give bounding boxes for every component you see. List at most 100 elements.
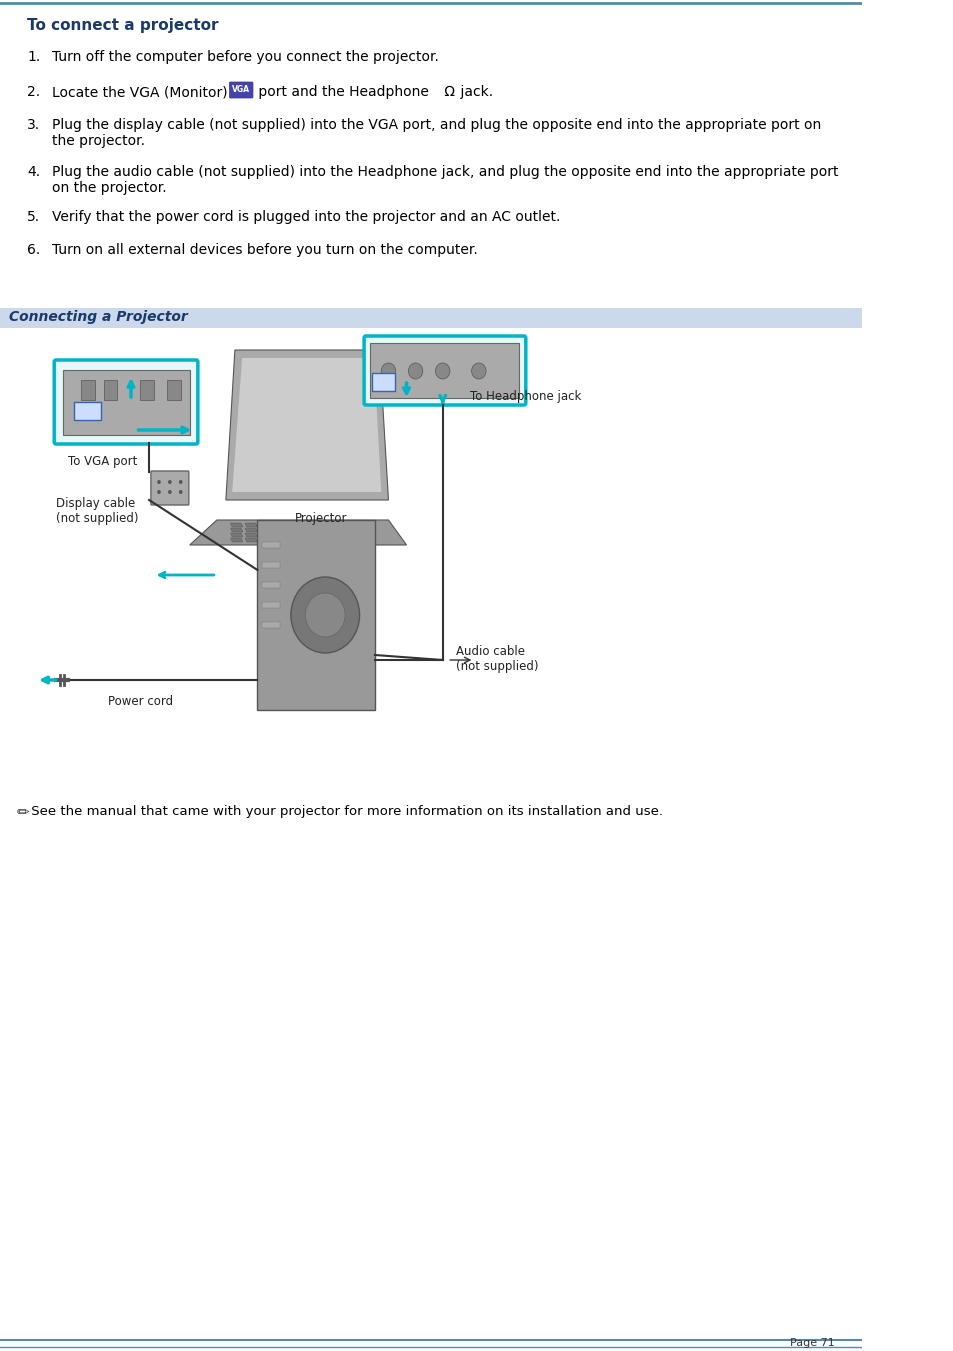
Text: Turn on all external devices before you turn on the computer.: Turn on all external devices before you … — [52, 243, 477, 257]
Bar — [262, 542, 280, 549]
Text: Page 71: Page 71 — [789, 1337, 834, 1348]
Circle shape — [168, 480, 172, 484]
Text: 2.: 2. — [27, 85, 40, 99]
Circle shape — [435, 363, 450, 380]
Bar — [63, 370, 190, 435]
Text: Plug the audio cable (not supplied) into the Headphone jack, and plug the opposi: Plug the audio cable (not supplied) into… — [52, 165, 838, 195]
Polygon shape — [346, 538, 358, 542]
Polygon shape — [232, 358, 381, 492]
Bar — [372, 373, 395, 390]
Polygon shape — [259, 523, 272, 527]
Text: Plug the display cable (not supplied) into the VGA port, and plug the opposite e: Plug the display cable (not supplied) in… — [52, 118, 821, 149]
Polygon shape — [316, 538, 330, 542]
Polygon shape — [332, 538, 344, 542]
Polygon shape — [346, 528, 358, 532]
Polygon shape — [360, 534, 373, 536]
Bar — [104, 380, 117, 400]
Polygon shape — [316, 534, 330, 536]
Polygon shape — [332, 534, 344, 536]
Polygon shape — [346, 534, 358, 536]
Text: Connecting a Projector: Connecting a Projector — [9, 309, 188, 324]
Polygon shape — [230, 534, 243, 536]
Text: 3.: 3. — [27, 118, 40, 132]
Polygon shape — [332, 523, 344, 527]
Text: To VGA port: To VGA port — [68, 455, 137, 467]
FancyBboxPatch shape — [230, 82, 253, 99]
Text: Ω: Ω — [439, 85, 455, 99]
Polygon shape — [230, 538, 243, 542]
Polygon shape — [274, 528, 286, 532]
Bar — [74, 403, 101, 420]
Text: Audio cable
(not supplied): Audio cable (not supplied) — [456, 644, 538, 673]
Polygon shape — [360, 538, 373, 542]
Polygon shape — [259, 534, 272, 536]
Polygon shape — [316, 528, 330, 532]
Text: To Headphone jack: To Headphone jack — [469, 390, 580, 403]
Polygon shape — [288, 538, 300, 542]
Circle shape — [168, 490, 172, 494]
Circle shape — [179, 480, 182, 484]
Polygon shape — [302, 523, 315, 527]
Polygon shape — [288, 523, 300, 527]
Polygon shape — [288, 534, 300, 536]
Polygon shape — [245, 534, 257, 536]
Polygon shape — [360, 528, 373, 532]
Polygon shape — [302, 528, 315, 532]
Circle shape — [179, 490, 182, 494]
Bar — [81, 380, 94, 400]
Bar — [167, 380, 180, 400]
Bar — [140, 380, 153, 400]
FancyBboxPatch shape — [54, 359, 197, 444]
Text: Power cord: Power cord — [109, 694, 173, 708]
FancyBboxPatch shape — [151, 471, 189, 505]
Text: VGA: VGA — [232, 85, 250, 95]
Text: Turn off the computer before you connect the projector.: Turn off the computer before you connect… — [52, 50, 438, 63]
Polygon shape — [332, 528, 344, 532]
Circle shape — [157, 480, 161, 484]
Text: 5.: 5. — [27, 209, 40, 224]
Polygon shape — [302, 538, 315, 542]
Circle shape — [157, 490, 161, 494]
Text: To connect a projector: To connect a projector — [27, 18, 218, 32]
Polygon shape — [245, 523, 257, 527]
Polygon shape — [274, 534, 286, 536]
Polygon shape — [274, 523, 286, 527]
Bar — [0, 308, 861, 328]
Text: 6.: 6. — [27, 243, 40, 257]
Bar — [262, 621, 280, 628]
Polygon shape — [245, 528, 257, 532]
Text: Projector: Projector — [294, 512, 347, 526]
Bar — [262, 562, 280, 567]
Text: Display cable
(not supplied): Display cable (not supplied) — [56, 497, 138, 526]
Polygon shape — [245, 538, 257, 542]
Bar — [262, 603, 280, 608]
Circle shape — [408, 363, 422, 380]
Polygon shape — [346, 523, 358, 527]
Text: See the manual that came with your projector for more information on its install: See the manual that came with your proje… — [27, 805, 662, 817]
Text: 4.: 4. — [27, 165, 40, 178]
Polygon shape — [302, 534, 315, 536]
Text: Verify that the power cord is plugged into the projector and an AC outlet.: Verify that the power cord is plugged in… — [52, 209, 560, 224]
Circle shape — [381, 363, 395, 380]
Polygon shape — [288, 528, 300, 532]
Polygon shape — [190, 520, 406, 544]
Text: 1.: 1. — [27, 50, 40, 63]
FancyBboxPatch shape — [364, 336, 525, 405]
Polygon shape — [360, 523, 373, 527]
Polygon shape — [226, 350, 388, 500]
Bar — [257, 520, 375, 711]
Polygon shape — [259, 528, 272, 532]
Polygon shape — [274, 538, 286, 542]
Bar — [370, 343, 519, 399]
Text: jack.: jack. — [456, 85, 493, 99]
Circle shape — [471, 363, 485, 380]
Polygon shape — [316, 523, 330, 527]
Text: ✏: ✏ — [16, 805, 29, 820]
Circle shape — [291, 577, 359, 653]
Bar — [262, 582, 280, 588]
Polygon shape — [230, 523, 243, 527]
Circle shape — [305, 593, 345, 638]
Polygon shape — [259, 538, 272, 542]
Text: port and the Headphone: port and the Headphone — [253, 85, 428, 99]
Polygon shape — [230, 528, 243, 532]
